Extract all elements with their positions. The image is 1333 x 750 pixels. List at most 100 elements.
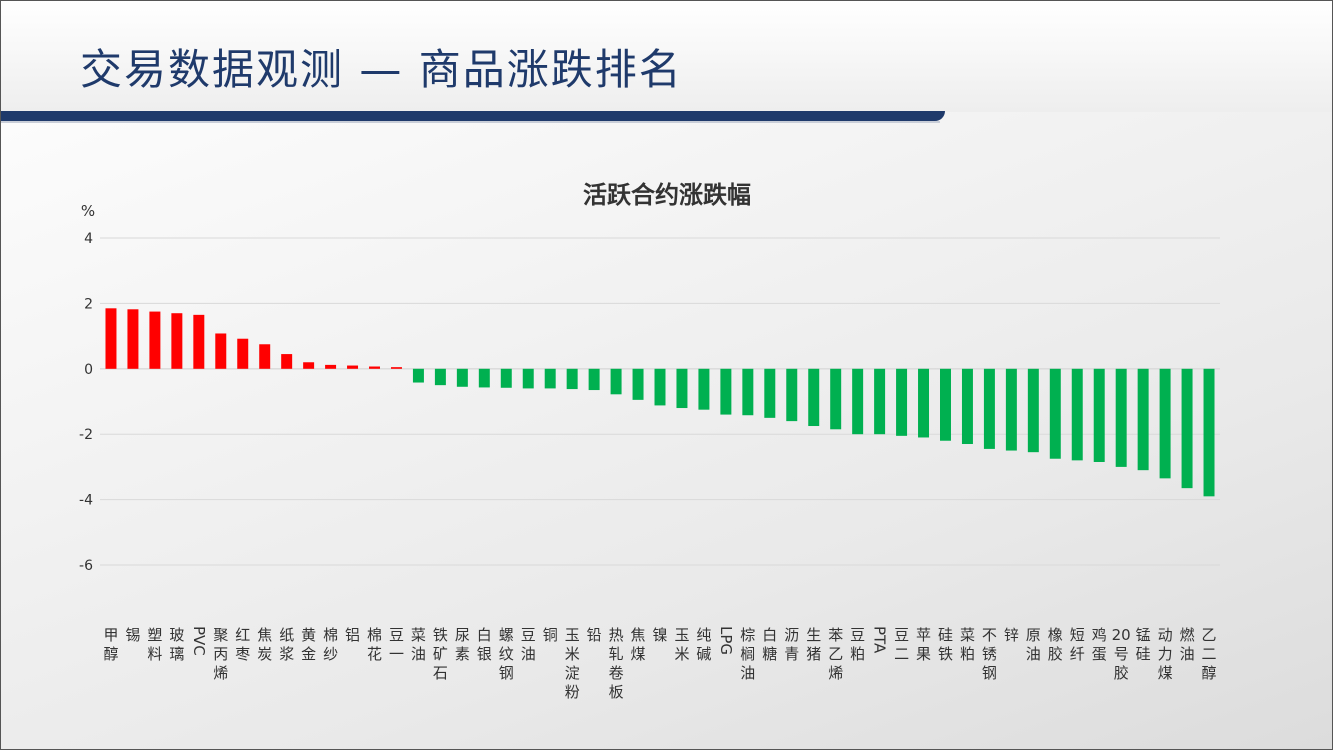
bar xyxy=(325,364,337,369)
bar xyxy=(720,368,732,415)
bar xyxy=(544,368,556,389)
slide-header xyxy=(0,0,1333,112)
x-tick-label: 铅 xyxy=(587,626,602,644)
x-tick-label: 苹果 xyxy=(916,626,931,663)
x-tick-label: 锡 xyxy=(125,626,140,644)
bar xyxy=(193,314,205,369)
bar xyxy=(1027,368,1039,453)
bar xyxy=(215,333,227,369)
x-tick-label: 铝 xyxy=(345,626,360,644)
y-tick-labels: 4 2 0 -2 -4 -6 xyxy=(79,231,93,574)
x-tick-label: 沥青 xyxy=(784,626,799,663)
x-tick-label: 原油 xyxy=(1026,626,1041,663)
bar xyxy=(1203,368,1215,497)
x-tick-label: 豆油 xyxy=(521,626,536,663)
x-tick-label: 甲醇 xyxy=(103,626,118,663)
y-tick-label: 4 xyxy=(84,231,93,247)
x-tick-label: 螺纹钢 xyxy=(499,626,514,682)
x-tick-label: 豆一 xyxy=(389,626,404,663)
bar xyxy=(698,368,710,410)
x-tick-label: 苯乙烯 xyxy=(828,626,843,682)
x-tick-label: PVC xyxy=(190,626,208,656)
bar xyxy=(171,313,183,369)
x-tick-label: 菜粕 xyxy=(960,626,975,663)
bar xyxy=(610,368,622,395)
y-axis-unit-label: % xyxy=(81,202,95,220)
y-tick-label: -4 xyxy=(79,493,93,509)
bar xyxy=(588,368,600,391)
bar xyxy=(918,368,930,438)
x-tick-label: 橡胶 xyxy=(1048,626,1063,663)
bar xyxy=(369,366,380,369)
bar xyxy=(742,368,754,416)
y-tick-label: -2 xyxy=(79,427,93,443)
bar xyxy=(478,368,490,388)
bar xyxy=(1071,368,1083,461)
bar xyxy=(127,309,139,369)
x-tick-label: 20 号胶 xyxy=(1112,626,1131,682)
bar xyxy=(149,311,161,369)
bar xyxy=(105,308,117,369)
x-tick-label: 黄金 xyxy=(301,626,316,663)
y-tick-label: -6 xyxy=(79,558,93,574)
bar xyxy=(281,354,293,369)
bar xyxy=(830,368,842,430)
bar xyxy=(1115,368,1127,467)
x-tick-label: 纯碱 xyxy=(696,626,711,663)
bar xyxy=(237,338,249,369)
bar xyxy=(654,368,666,406)
bar xyxy=(1049,368,1061,459)
chart-title: 活跃合约涨跌幅 xyxy=(583,181,751,209)
x-tick-label: 豆粕 xyxy=(850,626,865,663)
x-tick-label: 燃油 xyxy=(1180,626,1195,663)
x-tick-label: 鸡蛋 xyxy=(1092,626,1107,663)
x-tick-label: 镍 xyxy=(652,626,667,644)
bar xyxy=(1159,368,1171,479)
bar xyxy=(1005,368,1017,451)
bar xyxy=(347,365,359,369)
x-tick-label: 不锈钢 xyxy=(982,626,997,682)
x-tick-label: 红枣 xyxy=(235,626,250,663)
bar xyxy=(566,368,578,390)
bar xyxy=(390,367,402,369)
x-tick-label: 热轧卷板 xyxy=(609,626,624,701)
bar xyxy=(500,368,512,388)
bar xyxy=(1137,368,1149,471)
x-tick-label: 棉纱 xyxy=(323,626,338,663)
bar xyxy=(303,362,315,369)
x-tick-label: 白糖 xyxy=(762,626,777,663)
bar xyxy=(983,368,995,449)
x-tick-label: 菜油 xyxy=(411,626,426,663)
x-tick-label: 短纤 xyxy=(1070,626,1085,663)
bar xyxy=(896,368,908,436)
x-tick-label: 玻璃 xyxy=(169,626,184,663)
bar xyxy=(1093,368,1105,462)
x-tick-label: 纸浆 xyxy=(279,626,294,663)
bar xyxy=(940,368,951,441)
bar xyxy=(852,368,864,435)
bar xyxy=(259,344,271,369)
x-tick-label: 玉米 xyxy=(674,626,689,663)
x-tick-label: 聚丙烯 xyxy=(213,626,228,682)
bar xyxy=(632,368,644,400)
bar xyxy=(456,368,468,387)
x-tick-label: 锌 xyxy=(1004,626,1019,644)
x-tick-label: 铁矿石 xyxy=(433,626,448,682)
x-tick-label: 玉米淀粉 xyxy=(565,626,580,701)
x-tick-label: 焦炭 xyxy=(257,626,272,663)
title-underline-bar xyxy=(0,111,945,121)
slide-title: 交易数据观测 — 商品涨跌排名 xyxy=(80,45,683,94)
bar xyxy=(412,368,424,383)
x-tick-label: 棉花 xyxy=(367,626,382,663)
x-tick-label: 铜 xyxy=(543,626,558,644)
x-tick-label: PTA xyxy=(871,626,889,654)
bar xyxy=(522,368,534,389)
x-tick-label: 生猪 xyxy=(806,626,821,663)
bar xyxy=(808,368,820,427)
x-tick-label: LPG xyxy=(717,626,735,655)
bar xyxy=(434,368,446,386)
bar xyxy=(874,368,886,435)
y-tick-label: 2 xyxy=(84,296,93,312)
